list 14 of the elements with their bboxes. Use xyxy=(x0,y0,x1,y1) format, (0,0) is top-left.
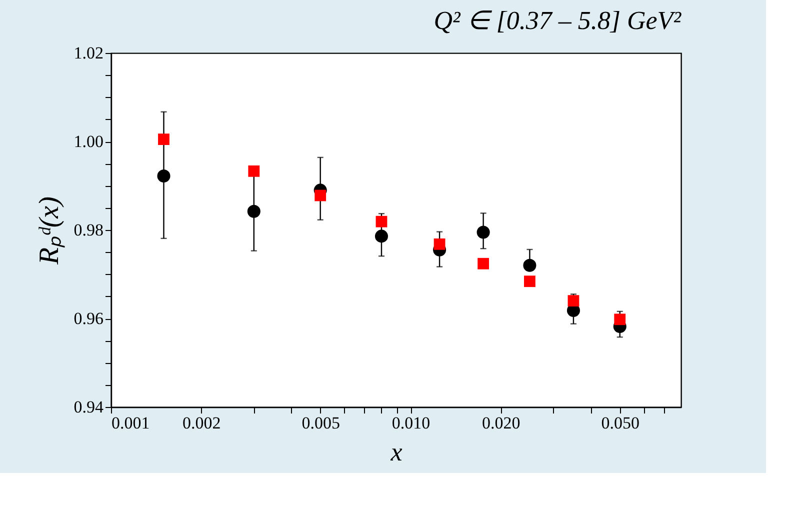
y-tick-label: 0.96 xyxy=(74,309,104,328)
y-tick-label: 1.00 xyxy=(74,132,104,151)
x-tick-label: 0.010 xyxy=(392,414,430,432)
x-tick-label: 0.001 xyxy=(112,414,150,432)
y-tick-label: 1.02 xyxy=(74,44,104,62)
x-tick-label: 0.050 xyxy=(601,414,640,432)
y-tick-label: 0.94 xyxy=(74,398,104,416)
x-tick-label: 0.002 xyxy=(182,414,221,432)
y-axis-title: Rₚᵈ(x) xyxy=(34,196,65,266)
y-tick-label: 0.98 xyxy=(74,220,104,240)
x-axis-title: x xyxy=(390,438,403,466)
x-tick-label: 0.005 xyxy=(302,414,340,432)
x-tick-label: 0.020 xyxy=(482,414,520,432)
chart-title: Q² ∈ [0.37 – 5.8] GeV² xyxy=(434,6,682,35)
